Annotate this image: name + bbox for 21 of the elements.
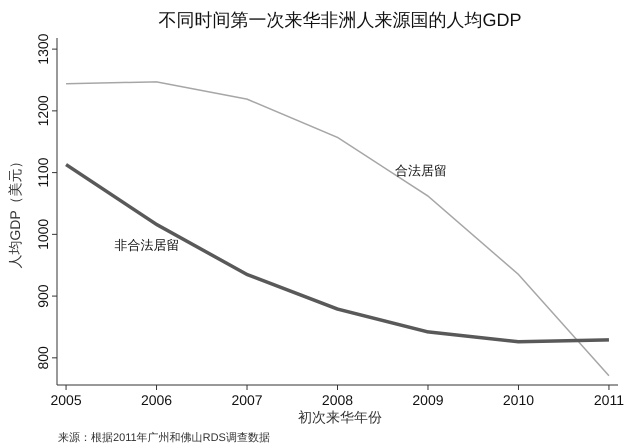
x-tick-label: 2007 [231,392,263,408]
x-tick-label: 2006 [140,392,172,408]
x-tick-label: 2005 [50,392,82,408]
y-tick-label: 1000 [35,218,51,250]
line-series [64,162,611,344]
series-label: 合法居留 [394,163,447,178]
y-tick-label: 1100 [35,157,51,188]
y-tick-label: 1200 [35,95,51,126]
line-series [65,81,610,376]
source-note: 来源：根据2011年广州和佛山RDS调查数据 [58,431,270,444]
series-label: 非合法居留 [114,237,180,252]
y-tick-label: 900 [35,284,51,308]
chart-title: 不同时间第一次来华非洲人来源国的人均GDP [158,10,522,30]
x-tick-label: 2009 [412,392,444,408]
x-tick-label: 2010 [502,392,534,408]
y-tick-label: 1300 [35,33,51,65]
y-axis-title: 人均GDP（美元） [7,154,23,269]
y-tick-label: 800 [35,346,51,370]
x-tick-label: 2008 [322,392,354,408]
x-axis-title: 初次来华年份 [298,409,382,425]
x-tick-label: 2011 [594,392,624,408]
